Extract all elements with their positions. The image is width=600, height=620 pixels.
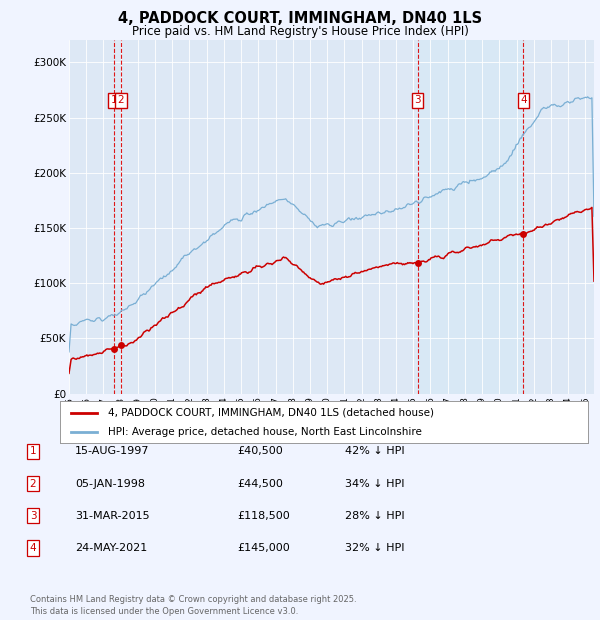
- Text: 1: 1: [111, 95, 118, 105]
- Text: 32% ↓ HPI: 32% ↓ HPI: [345, 543, 404, 553]
- Text: 24-MAY-2021: 24-MAY-2021: [75, 543, 147, 553]
- Text: 1: 1: [29, 446, 37, 456]
- Text: 15-AUG-1997: 15-AUG-1997: [75, 446, 149, 456]
- Text: 2: 2: [29, 479, 37, 489]
- Text: 28% ↓ HPI: 28% ↓ HPI: [345, 511, 404, 521]
- Text: £44,500: £44,500: [237, 479, 283, 489]
- Text: £118,500: £118,500: [237, 511, 290, 521]
- Text: 4, PADDOCK COURT, IMMINGHAM, DN40 1LS: 4, PADDOCK COURT, IMMINGHAM, DN40 1LS: [118, 11, 482, 26]
- Bar: [418, 40, 523, 394]
- Text: 4: 4: [29, 543, 37, 553]
- Text: Price paid vs. HM Land Registry's House Price Index (HPI): Price paid vs. HM Land Registry's House …: [131, 25, 469, 38]
- Text: 4, PADDOCK COURT, IMMINGHAM, DN40 1LS (detached house): 4, PADDOCK COURT, IMMINGHAM, DN40 1LS (d…: [107, 407, 434, 417]
- Text: 05-JAN-1998: 05-JAN-1998: [75, 479, 145, 489]
- Text: 31-MAR-2015: 31-MAR-2015: [75, 511, 149, 521]
- Text: 4: 4: [520, 95, 527, 105]
- Text: Contains HM Land Registry data © Crown copyright and database right 2025.
This d: Contains HM Land Registry data © Crown c…: [30, 595, 356, 616]
- Text: 42% ↓ HPI: 42% ↓ HPI: [345, 446, 404, 456]
- Text: 2: 2: [118, 95, 124, 105]
- Text: HPI: Average price, detached house, North East Lincolnshire: HPI: Average price, detached house, Nort…: [107, 427, 421, 437]
- Text: 3: 3: [414, 95, 421, 105]
- Text: 34% ↓ HPI: 34% ↓ HPI: [345, 479, 404, 489]
- Text: 3: 3: [29, 511, 37, 521]
- Text: £40,500: £40,500: [237, 446, 283, 456]
- Text: £145,000: £145,000: [237, 543, 290, 553]
